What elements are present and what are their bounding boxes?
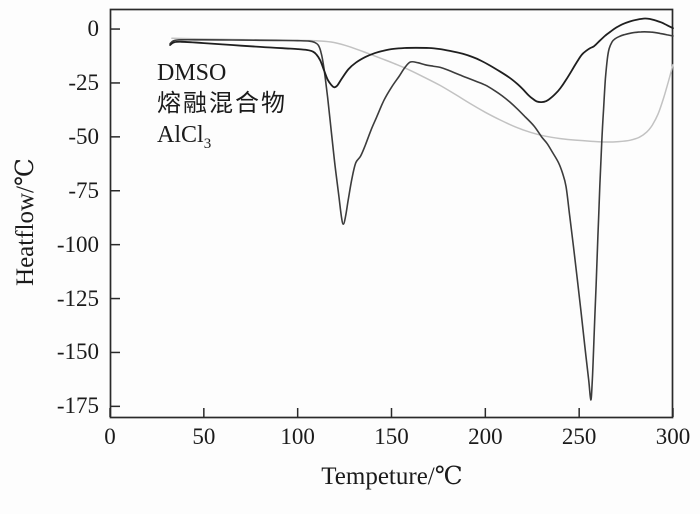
legend-label-alcl3-subscript: 3 xyxy=(203,136,212,152)
legend-label-alcl3: AlCl xyxy=(157,122,204,148)
y-axis-title: Heatflow/℃ xyxy=(12,158,39,286)
curve-alcl3 xyxy=(171,37,674,143)
legend: DMSO 熔融混合物 AlCl3 xyxy=(157,58,287,154)
curve-dmso xyxy=(169,30,674,401)
x-tick-label: 300 xyxy=(655,424,691,449)
x-tick-label: 200 xyxy=(468,424,503,449)
y-tick-label: -50 xyxy=(68,123,99,149)
plot-border xyxy=(109,8,674,419)
curve-mixture xyxy=(169,17,674,104)
legend-item-mixture: 熔融混合物 xyxy=(157,89,287,120)
legend-item-dmso: DMSO xyxy=(157,58,287,89)
legend-item-alcl3: AlCl3 xyxy=(157,120,287,154)
x-tick-label: 250 xyxy=(561,424,597,449)
x-tick-label: 50 xyxy=(192,424,216,449)
y-tick-label: -25 xyxy=(68,69,99,95)
legend-label-dmso: DMSO xyxy=(157,60,227,86)
legend-label-mixture: 熔融混合物 xyxy=(157,91,287,117)
x-tick-label: 100 xyxy=(280,424,315,449)
x-tick-label: 0 xyxy=(104,424,116,449)
x-tick-label: 150 xyxy=(374,424,409,449)
y-tick-label: -75 xyxy=(68,177,99,203)
y-tick-label: -125 xyxy=(56,285,99,311)
y-tick-label: -175 xyxy=(56,393,99,419)
y-tick-label: -150 xyxy=(56,339,99,365)
y-tick-label: -100 xyxy=(56,231,99,257)
x-axis-title: Tempeture/℃ xyxy=(321,463,463,490)
y-tick-label: 0 xyxy=(87,16,100,42)
